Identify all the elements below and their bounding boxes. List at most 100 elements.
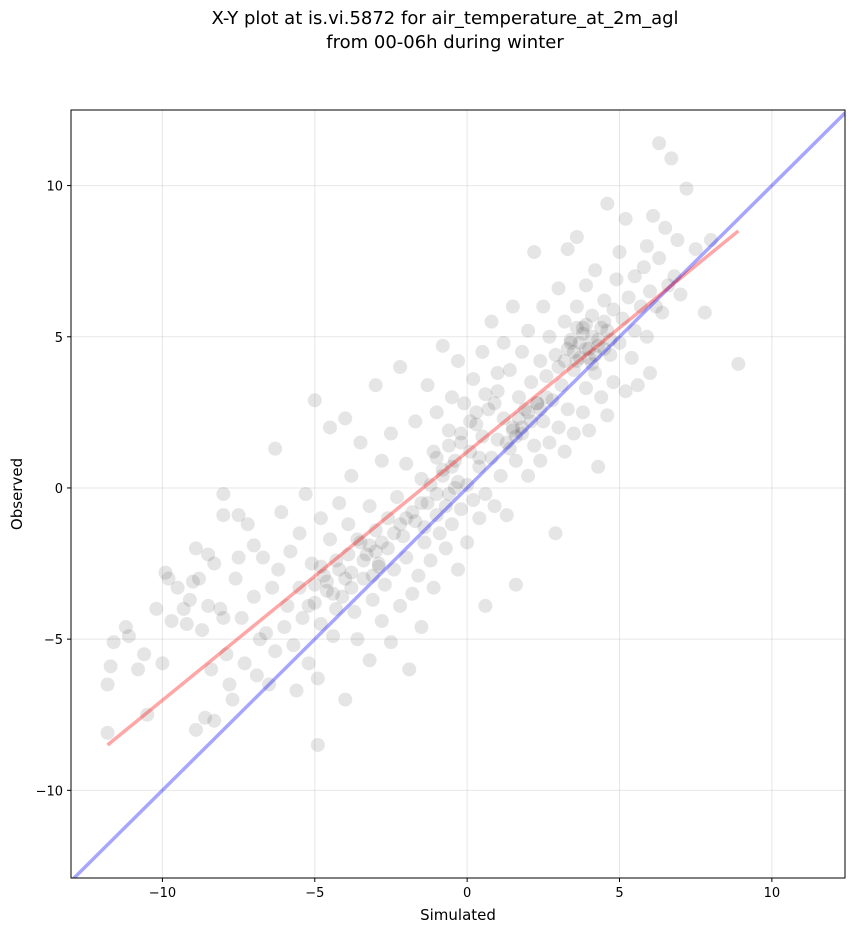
data-point xyxy=(405,505,420,520)
data-point xyxy=(307,577,322,592)
data-point xyxy=(417,535,432,550)
data-point xyxy=(432,526,447,541)
data-point xyxy=(600,408,615,423)
data-point xyxy=(417,520,432,535)
data-point xyxy=(246,589,261,604)
data-point xyxy=(399,456,414,471)
data-point xyxy=(380,541,395,556)
data-point xyxy=(466,372,481,387)
data-point xyxy=(454,435,469,450)
data-point xyxy=(533,353,548,368)
data-point xyxy=(508,577,523,592)
data-point xyxy=(441,487,456,501)
data-point xyxy=(499,508,514,523)
data-point xyxy=(460,535,475,550)
data-point xyxy=(383,426,398,441)
data-point xyxy=(591,338,606,353)
data-point xyxy=(335,589,350,604)
data-point xyxy=(374,453,389,468)
data-point xyxy=(588,347,603,362)
data-point xyxy=(493,468,508,483)
data-point xyxy=(447,453,462,468)
data-point xyxy=(536,414,551,429)
data-point xyxy=(182,592,197,607)
data-point xyxy=(423,477,438,492)
data-point xyxy=(451,474,465,489)
data-point xyxy=(597,314,612,329)
y-tick-label: 10 xyxy=(46,180,63,195)
data-point xyxy=(731,356,746,371)
data-point xyxy=(609,272,624,287)
data-point xyxy=(469,417,484,432)
data-point xyxy=(438,499,453,514)
data-point xyxy=(524,414,539,429)
data-point xyxy=(268,441,283,456)
data-point xyxy=(429,508,444,523)
chart-title-line-1: X-Y plot at is.vi.5872 for air_temperatu… xyxy=(211,8,678,29)
data-point xyxy=(496,335,511,350)
data-point xyxy=(429,487,444,501)
data-point xyxy=(411,568,426,583)
data-point xyxy=(249,668,264,683)
data-point xyxy=(627,269,642,284)
data-point xyxy=(216,508,231,523)
data-point xyxy=(420,378,435,393)
data-point xyxy=(265,580,280,595)
data-point xyxy=(527,245,542,260)
data-point xyxy=(621,290,636,305)
data-point xyxy=(542,435,557,450)
data-point xyxy=(408,414,423,429)
data-point xyxy=(514,344,529,359)
data-point xyxy=(393,598,408,613)
data-point xyxy=(399,550,414,565)
data-point xyxy=(368,523,383,538)
data-point xyxy=(188,541,203,556)
data-point xyxy=(216,610,231,625)
data-point xyxy=(560,402,575,417)
data-point xyxy=(475,344,490,359)
y-axis-label: Observed xyxy=(8,458,26,530)
data-point xyxy=(292,526,307,541)
data-point xyxy=(161,571,176,586)
data-point xyxy=(478,387,493,402)
data-point xyxy=(472,459,487,474)
data-point xyxy=(176,601,191,616)
data-point xyxy=(304,556,319,571)
data-point xyxy=(429,450,444,465)
data-point xyxy=(588,263,603,278)
data-point xyxy=(103,659,118,674)
data-point xyxy=(624,350,639,365)
data-point xyxy=(652,136,667,151)
data-point xyxy=(426,580,441,595)
data-point xyxy=(484,450,499,465)
data-point xyxy=(121,629,136,644)
data-point xyxy=(246,538,261,553)
data-point xyxy=(149,601,164,616)
data-point xyxy=(179,617,194,632)
data-point xyxy=(478,598,493,613)
data-point xyxy=(600,323,615,338)
data-point xyxy=(118,620,133,635)
data-point xyxy=(582,423,597,438)
data-point xyxy=(521,405,536,420)
data-point xyxy=(451,353,465,368)
data-point xyxy=(234,610,249,625)
data-point xyxy=(444,390,459,405)
data-point xyxy=(435,462,450,477)
data-point xyxy=(283,544,298,559)
data-point xyxy=(606,302,621,317)
y-tick-label: 0 xyxy=(55,482,63,497)
data-point xyxy=(667,269,682,284)
data-point xyxy=(618,384,633,399)
data-point xyxy=(655,305,670,320)
data-point xyxy=(460,477,475,492)
data-point xyxy=(612,245,627,260)
data-point xyxy=(566,344,581,359)
data-point xyxy=(600,196,615,211)
data-point xyxy=(569,299,584,314)
data-point xyxy=(454,426,469,441)
data-point xyxy=(319,583,334,598)
data-point xyxy=(514,426,529,441)
data-point xyxy=(365,568,380,583)
